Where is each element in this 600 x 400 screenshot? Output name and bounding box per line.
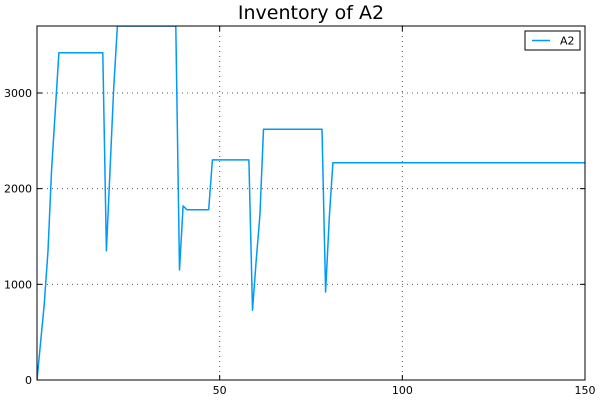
plot-frame [36,25,586,381]
y-tick-label: 2000 [4,183,32,196]
legend: A2 [524,30,581,51]
series-line-a2 [37,26,585,380]
x-tick-label: 100 [392,384,413,397]
grid [37,26,585,380]
x-tick-label: 150 [575,384,596,397]
series-layer [37,26,585,380]
y-tick-label: 0 [25,374,32,387]
axis-ticks: 50 100 150 0 1000 2000 3000 [4,26,596,397]
chart-title: Inventory of A2 [238,2,384,24]
x-tick-label: 50 [213,384,227,397]
legend-box [524,30,581,51]
y-tick-label: 1000 [4,278,32,291]
legend-label-a2: A2 [560,35,575,48]
y-tick-label: 3000 [4,87,32,100]
